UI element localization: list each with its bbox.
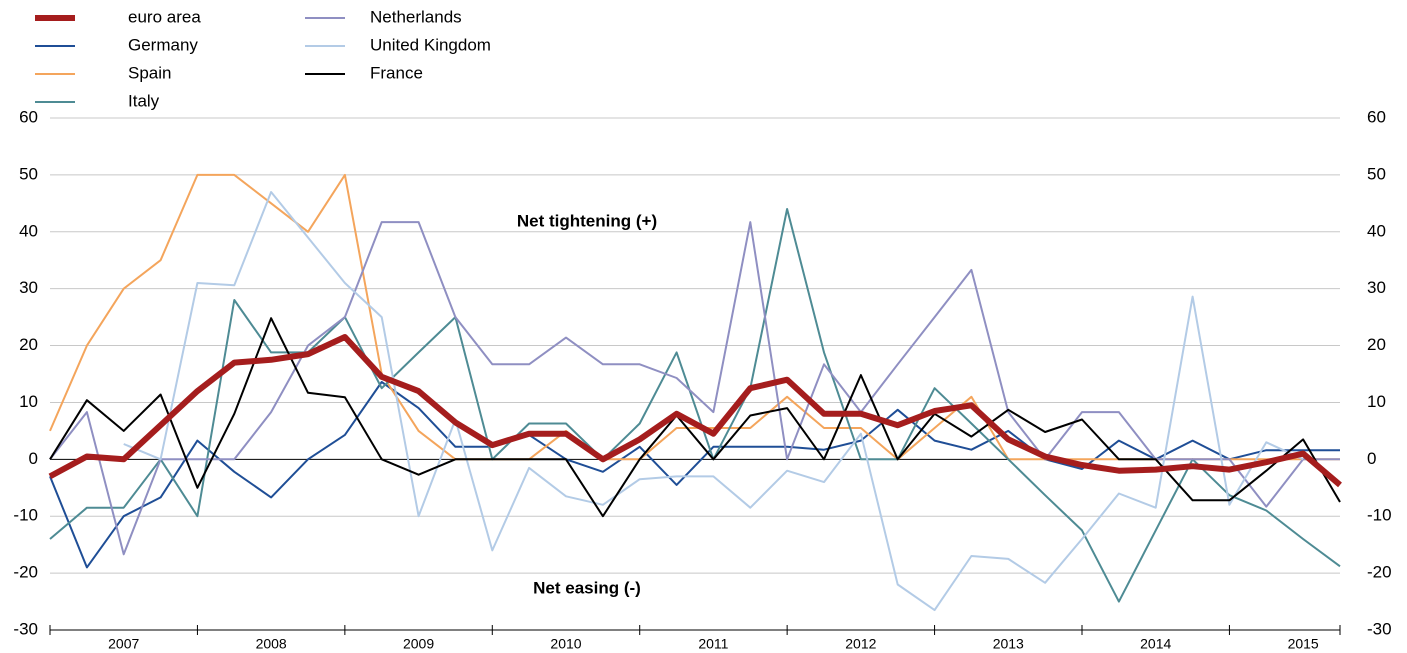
y2-tick-label: 0 [1367, 449, 1376, 468]
y2-tick-label: 20 [1367, 335, 1386, 354]
y2-tick-label: 10 [1367, 392, 1386, 411]
y2-tick-label: -10 [1367, 506, 1392, 525]
line-series [49, 381, 1340, 569]
x-tick-label: 2008 [256, 636, 287, 652]
y-tick-label: 20 [19, 335, 38, 354]
y2-tick-label: -20 [1367, 563, 1392, 582]
legend-label: United Kingdom [370, 35, 491, 54]
x-tick-label: 2011 [698, 636, 728, 652]
y-tick-label: 10 [19, 392, 38, 411]
y-tick-label: -10 [13, 506, 38, 525]
legend-label: Spain [128, 63, 171, 82]
line-series [49, 221, 1340, 556]
line-series [49, 317, 1341, 518]
x-tick-label: 2012 [845, 636, 876, 652]
y2-tick-label: 50 [1367, 164, 1386, 183]
x-tick-label: 2015 [1288, 636, 1319, 652]
line-series [123, 191, 1304, 612]
legend-label: euro area [128, 7, 201, 26]
legend-label: Italy [128, 91, 160, 110]
x-tick-label: 2014 [1140, 636, 1171, 652]
y2-tick-label: 40 [1367, 221, 1386, 240]
y-tick-label: 60 [19, 107, 38, 126]
x-tick-label: 2009 [403, 636, 434, 652]
annotation: Net easing (-) [533, 578, 641, 597]
y-tick-label: -30 [13, 619, 38, 638]
x-tick-label: 2007 [108, 636, 139, 652]
line-series [49, 173, 1340, 461]
x-tick-label: 2010 [550, 636, 581, 652]
legend-label: France [370, 63, 423, 82]
y2-tick-label: 30 [1367, 278, 1386, 297]
line-series [49, 208, 1341, 603]
y-tick-label: 50 [19, 164, 38, 183]
line-series [48, 334, 1342, 488]
y2-tick-label: 60 [1367, 107, 1386, 126]
y2-tick-label: -30 [1367, 619, 1392, 638]
x-tick-label: 2013 [993, 636, 1024, 652]
y-tick-label: 40 [19, 221, 38, 240]
y-tick-label: 30 [19, 278, 38, 297]
annotation: Net tightening (+) [517, 211, 657, 230]
y-tick-label: -20 [13, 563, 38, 582]
legend-label: Germany [128, 35, 198, 54]
y-tick-label: 0 [29, 449, 38, 468]
legend-label: Netherlands [370, 7, 462, 26]
